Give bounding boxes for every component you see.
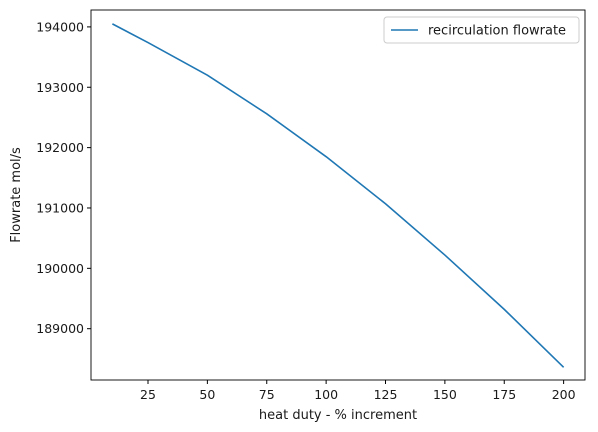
x-tick-label: 25 (140, 387, 156, 402)
y-tick-label: 190000 (36, 261, 84, 276)
y-tick-label: 189000 (36, 321, 84, 336)
legend-box (383, 16, 580, 44)
x-axis-label: heat duty - % increment (259, 408, 417, 423)
legend: recirculation flowrate (383, 16, 580, 44)
y-axis-label: Flowrate mol/s (9, 147, 24, 243)
x-tick-label: 100 (314, 387, 338, 402)
axis-ticks: 25 50 75 100 125 150 175 200 189000 190000 191000 1… (36, 19, 575, 402)
x-tick-label: 75 (259, 387, 275, 402)
x-tick-label: 200 (552, 387, 576, 402)
y-tick-label: 192000 (36, 140, 84, 155)
legend-entry-recirculation-flowrate: recirculation flowrate (428, 24, 566, 39)
x-tick-label: 150 (433, 387, 457, 402)
y-tick-label: 191000 (36, 200, 84, 215)
y-tick-label: 193000 (36, 80, 84, 95)
x-tick-label: 175 (492, 387, 516, 402)
series-layer (112, 23, 565, 368)
x-tick-label: 125 (374, 387, 398, 402)
x-tick-label: 50 (199, 387, 215, 402)
series-line-recirculation-flowrate (112, 23, 565, 368)
plot-frame (90, 9, 586, 381)
y-tick-label: 194000 (36, 19, 84, 34)
